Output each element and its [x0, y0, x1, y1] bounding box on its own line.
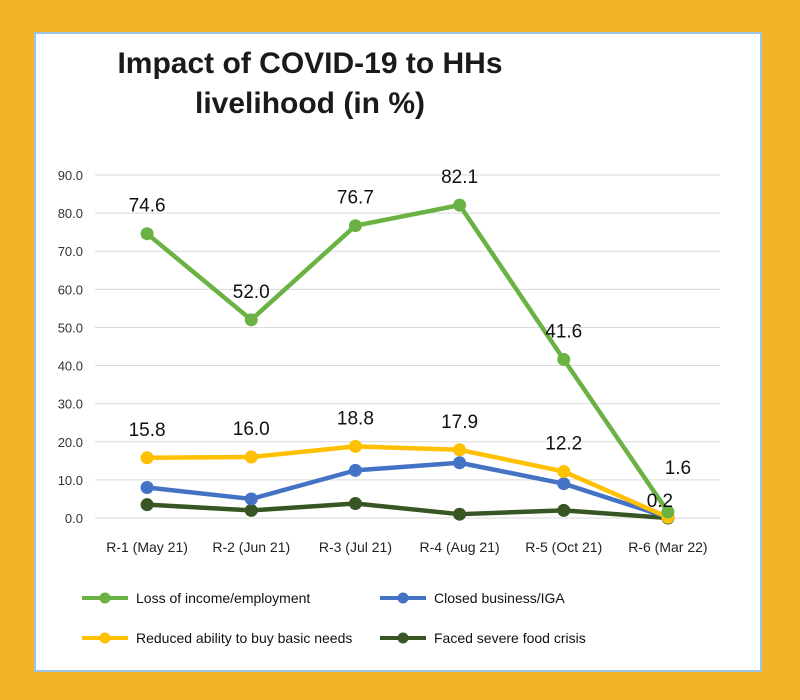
y-tick-label: 20.0 [58, 435, 83, 450]
legend-label: Closed business/IGA [434, 590, 565, 606]
data-point [244, 450, 258, 464]
data-label: 18.8 [337, 408, 374, 429]
series-line [147, 444, 669, 520]
data-point [453, 507, 467, 521]
data-point [140, 451, 154, 465]
data-label: 82.1 [441, 167, 478, 188]
chart-title: Impact of COVID-19 to HHs livelihood (in… [0, 44, 620, 124]
y-tick-label: 80.0 [58, 206, 83, 221]
y-tick-label: 60.0 [58, 282, 83, 297]
x-tick-label: R-4 (Aug 21) [420, 539, 500, 555]
legend-swatch-marker [99, 592, 111, 604]
series-line [145, 202, 670, 514]
data-point [140, 481, 154, 495]
data-label: 52.0 [233, 282, 270, 303]
data-point [557, 352, 571, 366]
x-tick-label: R-5 (Oct 21) [525, 539, 602, 555]
legend-swatch-marker [397, 592, 409, 604]
data-label: 0.2 [647, 491, 673, 512]
data-point [140, 227, 154, 241]
data-label: 15.8 [129, 420, 166, 441]
data-point [557, 503, 571, 517]
y-tick-label: 0.0 [65, 511, 83, 526]
data-point [348, 463, 362, 477]
data-point [244, 313, 258, 327]
x-tick-label: R-2 (Jun 21) [212, 539, 290, 555]
legend-label: Faced severe food crisis [434, 630, 586, 646]
data-label: 41.6 [545, 321, 582, 342]
data-point [557, 477, 571, 491]
legend-label: Loss of income/employment [136, 590, 310, 606]
data-label: 16.0 [233, 419, 270, 440]
series-line [146, 501, 669, 521]
data-point [244, 492, 258, 506]
y-tick-label: 40.0 [58, 359, 83, 374]
legend-swatch-marker [397, 632, 409, 644]
data-point [661, 505, 675, 519]
data-label: 1.6 [665, 458, 691, 479]
y-tick-label: 70.0 [58, 244, 83, 259]
legend-swatch-marker [99, 632, 111, 644]
data-point [348, 439, 362, 453]
data-label: 74.6 [129, 196, 166, 217]
y-tick-label: 10.0 [58, 473, 83, 488]
data-label: 17.9 [441, 412, 478, 433]
data-point [348, 497, 362, 511]
series-line [146, 460, 669, 520]
data-point [453, 456, 467, 470]
x-tick-label: R-3 (Jul 21) [319, 539, 392, 555]
chart-panel [34, 32, 762, 672]
data-label: 76.7 [337, 188, 374, 209]
legend-label: Reduced ability to buy basic needs [136, 630, 352, 646]
data-point [348, 219, 362, 233]
chart-title-line-2: livelihood (in %) [195, 87, 425, 120]
data-point [140, 498, 154, 512]
x-tick-label: R-6 (Mar 22) [628, 539, 707, 555]
data-point [453, 443, 467, 457]
x-tick-label: R-1 (May 21) [106, 539, 188, 555]
y-tick-label: 90.0 [58, 168, 83, 183]
data-label: 12.2 [545, 434, 582, 455]
data-point [453, 198, 467, 212]
chart-title-line-1: Impact of COVID-19 to HHs [117, 47, 503, 80]
y-tick-label: 50.0 [58, 320, 83, 335]
data-point [557, 465, 571, 479]
data-point [244, 503, 258, 517]
y-tick-label: 30.0 [58, 397, 83, 412]
